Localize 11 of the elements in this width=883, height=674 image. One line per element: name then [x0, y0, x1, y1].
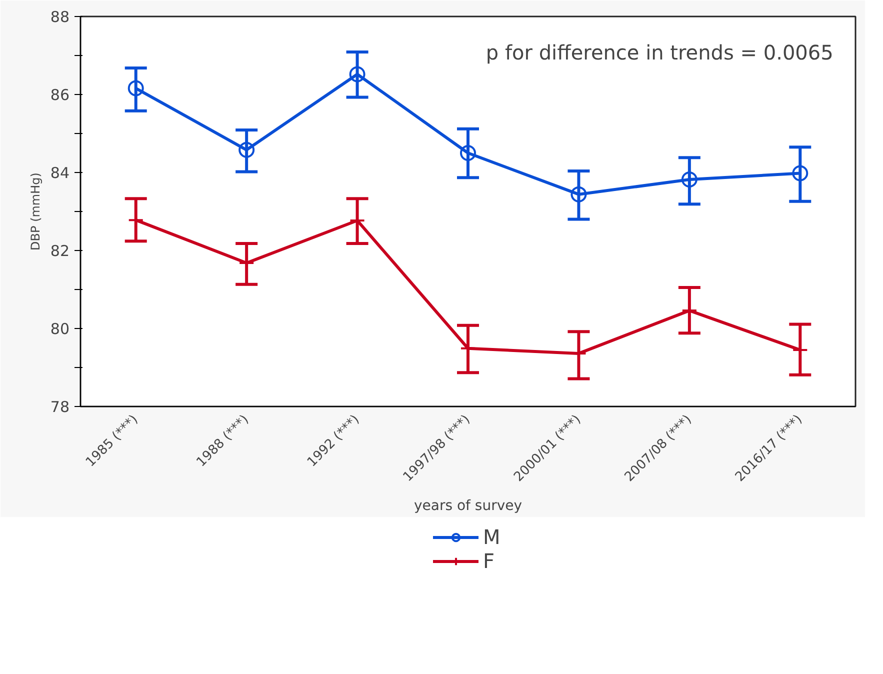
legend-label: F	[483, 549, 496, 573]
x-axis-title: years of survey	[414, 498, 522, 514]
y-tick-label: 78	[50, 398, 70, 416]
annotation: p for difference in trends = 0.0065	[486, 40, 834, 64]
y-tick-label: 88	[50, 8, 70, 26]
y-tick-label: 80	[50, 320, 70, 338]
y-tick-label: 84	[50, 164, 70, 182]
y-tick-label: 86	[50, 86, 70, 104]
y-axis-title: DBP (mmHg)	[28, 172, 42, 250]
legend-label: M	[483, 525, 502, 549]
y-tick-label: 82	[50, 242, 70, 260]
